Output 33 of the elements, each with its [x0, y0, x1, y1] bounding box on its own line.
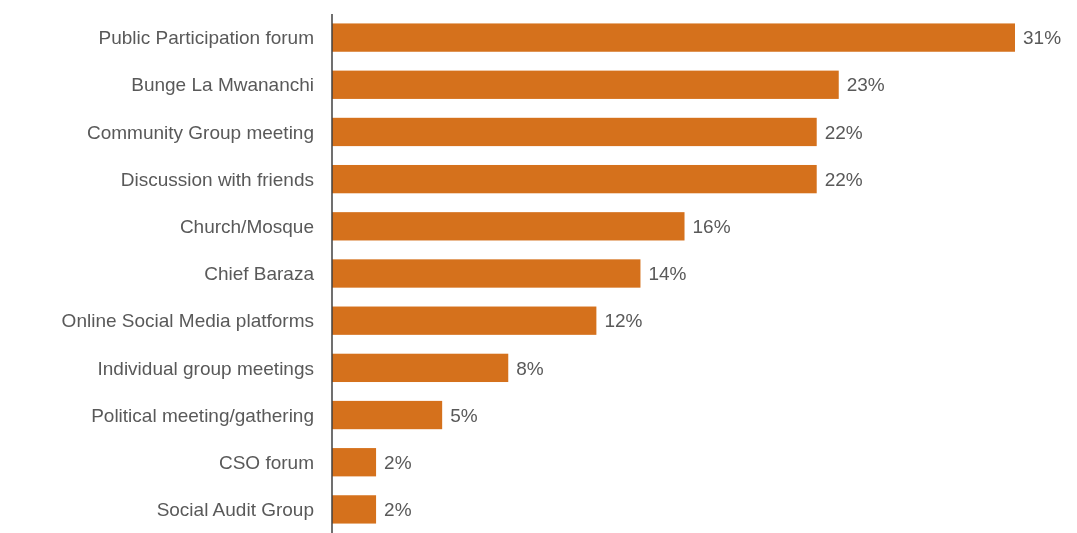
- bar: [332, 164, 817, 194]
- data-label: 22%: [824, 168, 863, 190]
- data-label: 8%: [516, 357, 544, 379]
- data-label: 2%: [384, 451, 412, 473]
- y-tick-label: Online Social Media platforms: [61, 310, 314, 332]
- bar: [332, 23, 1015, 52]
- data-label: 31%: [1023, 27, 1062, 49]
- y-tick-label: Community Group meeting: [86, 121, 314, 143]
- y-tick-label: Political meeting/gathering: [91, 404, 314, 426]
- y-tick-label: Individual group meetings: [97, 357, 314, 379]
- data-label: 16%: [692, 215, 731, 237]
- bar: [332, 400, 443, 430]
- data-label: 5%: [450, 404, 478, 426]
- y-tick-label: Social Audit Group: [156, 499, 314, 521]
- bar: [332, 306, 597, 335]
- bar: [332, 117, 817, 147]
- bar: [332, 495, 377, 524]
- data-label: 12%: [604, 310, 643, 332]
- bar: [332, 353, 509, 383]
- data-label: 2%: [384, 499, 412, 521]
- bar: [332, 259, 641, 288]
- y-tick-label: Bunge La Mwananchi: [131, 74, 314, 96]
- y-tick-label: CSO forum: [218, 451, 314, 473]
- y-tick-label: Public Participation forum: [98, 27, 314, 49]
- y-tick-label: Church/Mosque: [179, 215, 314, 237]
- y-tick-label: Discussion with friends: [120, 168, 314, 190]
- bar: [332, 448, 377, 477]
- data-label: 22%: [824, 121, 863, 143]
- data-label: 14%: [648, 263, 687, 285]
- data-label: 23%: [846, 74, 885, 96]
- bar: [332, 70, 839, 99]
- y-tick-label: Chief Baraza: [204, 263, 315, 285]
- bar: [332, 212, 685, 241]
